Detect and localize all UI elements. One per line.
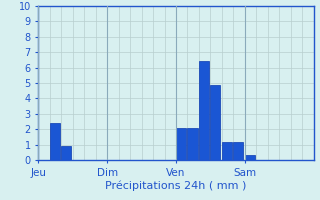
Bar: [199, 61, 209, 160]
Bar: [245, 155, 255, 160]
Bar: [176, 128, 186, 160]
Bar: [188, 128, 197, 160]
Bar: [233, 142, 244, 160]
Bar: [211, 85, 220, 160]
Bar: [50, 123, 60, 160]
Bar: [222, 142, 232, 160]
X-axis label: Précipitations 24h ( mm ): Précipitations 24h ( mm ): [105, 180, 247, 191]
Bar: [61, 146, 71, 160]
